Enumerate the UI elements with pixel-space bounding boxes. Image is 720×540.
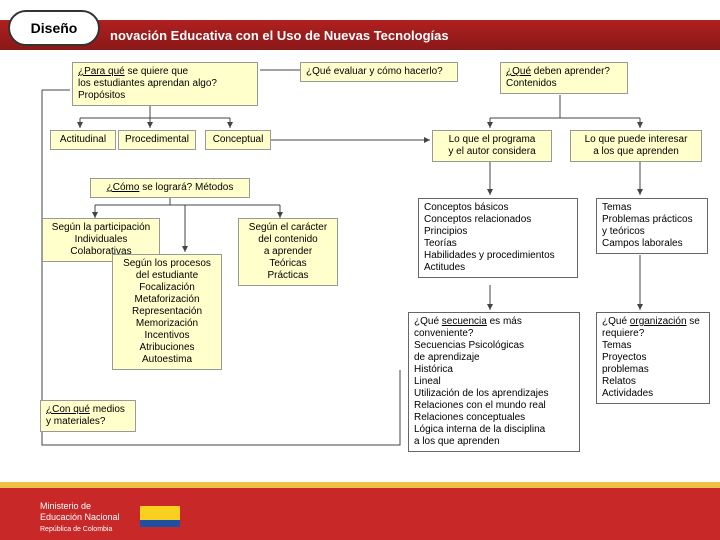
q-que-aprender: ¿Qué deben aprender?Contenidos [500, 62, 628, 94]
ministry-text: Ministerio deEducación NacionalRepública… [40, 501, 120, 534]
temas-problemas: TemasProblemas prácticosy teóricosCampos… [596, 198, 708, 254]
con-que-medios: ¿Con qué mediosy materiales? [40, 400, 136, 432]
como-lograra: ¿Cómo se logrará? Métodos [90, 178, 250, 198]
segun-caracter: Según el carácterdel contenidoa aprender… [238, 218, 338, 286]
puede-interesar: Lo que puede interesara los que aprenden [570, 130, 702, 162]
header-title: novación Educativa con el Uso de Nuevas … [110, 28, 449, 43]
que-secuencia: ¿Qué secuencia es másconveniente?Secuenc… [408, 312, 580, 452]
diseno-pill: Diseño [8, 10, 100, 46]
header-bar: novación Educativa con el Uso de Nuevas … [0, 20, 720, 50]
q-para-que: ¿Para qué se quiere quelos estudiantes a… [72, 62, 258, 106]
procedimental: Procedimental [118, 130, 196, 150]
que-organizacion: ¿Qué organización se requiere?TemasProye… [596, 312, 710, 404]
q-evaluar: ¿Qué evaluar y cómo hacerlo? [300, 62, 458, 82]
programa-autor: Lo que el programay el autor considera [432, 130, 552, 162]
colombia-flag-icon [140, 506, 180, 534]
segun-procesos: Según los procesosdel estudianteFocaliza… [112, 254, 222, 370]
conceptos-basicos: Conceptos básicosConceptos relacionadosP… [418, 198, 578, 278]
actitudinal: Actitudinal [50, 130, 116, 150]
diseno-label: Diseño [31, 20, 78, 36]
conceptual: Conceptual [205, 130, 271, 150]
